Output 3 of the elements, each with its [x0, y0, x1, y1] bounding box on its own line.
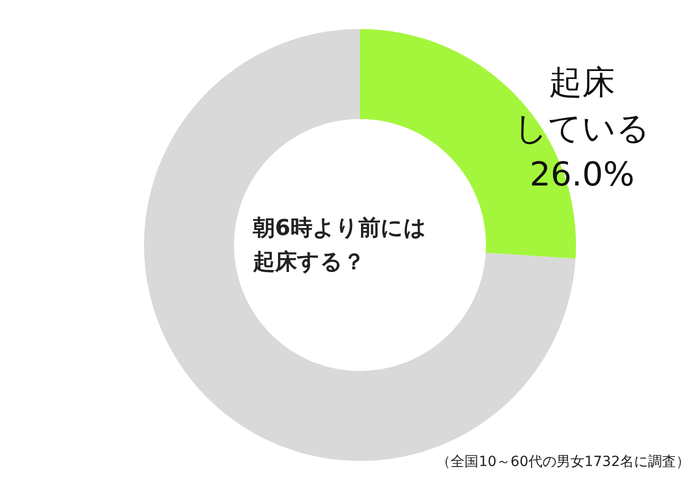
slice-label: 起床している [514, 62, 650, 148]
text: （全国10～60代の男女1732名に調査） [436, 454, 690, 470]
text: 朝6時より前には起床する？ [252, 216, 426, 275]
